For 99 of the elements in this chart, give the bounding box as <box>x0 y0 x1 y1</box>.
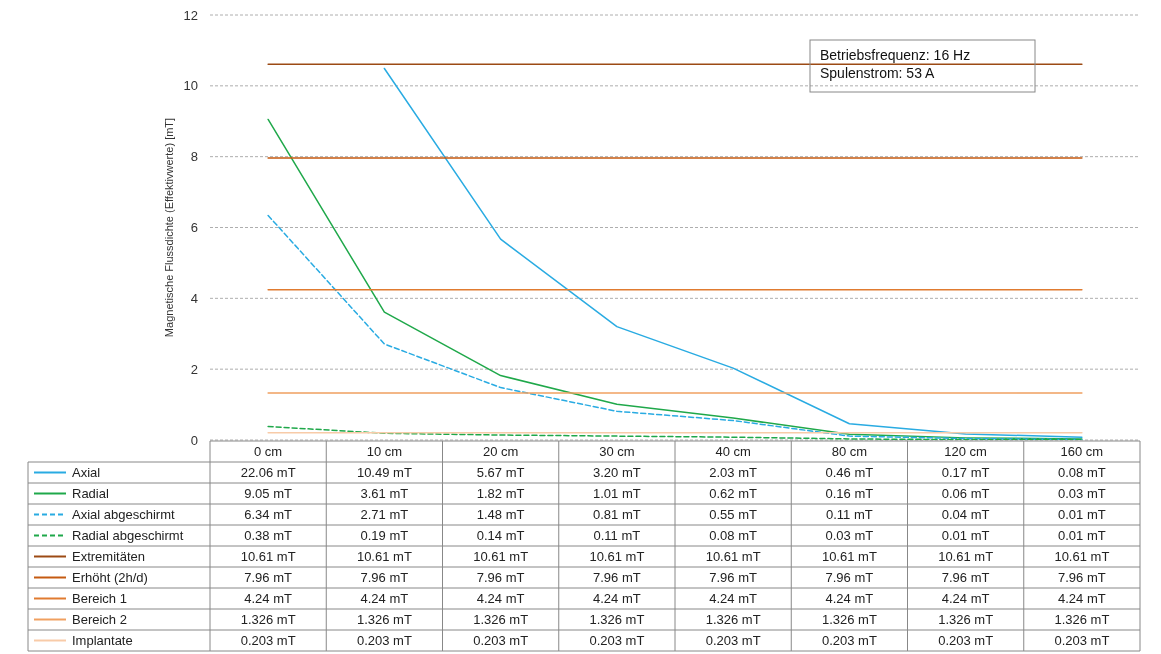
data-label: 0.38 mT <box>244 528 293 544</box>
legend-label: Extremitäten <box>72 549 145 565</box>
data-label: 0.203 mT <box>705 633 761 649</box>
legend-label: Bereich 2 <box>72 612 127 628</box>
data-label: 10.61 mT <box>473 549 529 565</box>
x-tick-label: 80 cm <box>831 444 868 460</box>
x-tick-label: 10 cm <box>366 444 403 460</box>
data-label: 4.24 mT <box>709 591 758 607</box>
data-label: 10.61 mT <box>356 549 412 565</box>
data-label: 4.24 mT <box>476 591 525 607</box>
data-label: 2.03 mT <box>709 465 758 481</box>
data-label: 0.203 mT <box>589 633 645 649</box>
data-label: 3.61 mT <box>360 486 409 502</box>
data-label: 0.62 mT <box>709 486 758 502</box>
data-label: 4.24 mT <box>1058 591 1106 607</box>
legend-label: Axial abgeschirmt <box>72 507 175 523</box>
data-label: 1.48 mT <box>476 507 525 523</box>
data-label: 1.326 mT <box>589 612 645 628</box>
data-label: 5.67 mT <box>476 465 525 481</box>
data-label: 4.24 mT <box>593 591 641 607</box>
data-label: 1.326 mT <box>356 612 412 628</box>
legend-label: Erhöht (2h/d) <box>72 570 148 586</box>
data-label: 4.24 mT <box>825 591 874 607</box>
data-label: 1.326 mT <box>240 612 296 628</box>
text: 22.06 mT <box>240 465 296 481</box>
y-tick-label: 6 <box>190 220 198 236</box>
data-label: 7.96 mT <box>244 570 293 586</box>
data-label: 0.06 mT <box>941 486 990 502</box>
y-tick-label: 0 <box>190 432 198 448</box>
legend-label: Axial <box>72 465 101 481</box>
data-label: 0.08 mT <box>709 528 758 544</box>
data-label: 1.326 mT <box>705 612 761 628</box>
data-label: 0.203 mT <box>356 633 412 649</box>
data-label: 1.82 mT <box>476 486 525 502</box>
data-label: 0.14 mT <box>476 528 525 544</box>
data-label: 10.61 mT <box>821 549 877 565</box>
legend-label: Bereich 1 <box>72 591 127 607</box>
data-label: 0.01 mT <box>1058 528 1106 544</box>
data-label: 10.61 mT <box>705 549 761 565</box>
data-label: 7.96 mT <box>941 570 990 586</box>
data-label: 0.16 mT <box>825 486 874 502</box>
data-label: 4.24 mT <box>941 591 990 607</box>
data-label: 10.61 mT <box>240 549 296 565</box>
data-label: 0.203 mT <box>1054 633 1110 649</box>
legend-label: Implantate <box>72 633 133 649</box>
data-label: 7.96 mT <box>709 570 758 586</box>
data-label: 0.81 mT <box>593 507 641 523</box>
data-label: 0.01 mT <box>941 528 990 544</box>
data-label: 0.203 mT <box>821 633 877 649</box>
y-axis-title: Magnetische Flussdichte (Effektivwerte) [mT] <box>163 117 175 338</box>
data-label: 0.203 mT <box>473 633 529 649</box>
data-label: 0.01 mT <box>1058 507 1106 523</box>
data-label: 0.11 mT <box>826 507 873 523</box>
y-tick-label: 12 <box>183 7 198 23</box>
data-label: 1.326 mT <box>1054 612 1110 628</box>
data-label: 10.49 mT <box>356 465 412 481</box>
data-label: 0.11 mT <box>593 528 641 544</box>
data-label: 10.61 mT <box>589 549 645 565</box>
data-label: 0.17 mT <box>941 465 990 481</box>
x-tick-label: 0 cm <box>254 444 283 460</box>
x-tick-label: 120 cm <box>944 444 987 460</box>
data-label: 0.04 mT <box>941 507 990 523</box>
data-label: 0.03 mT <box>825 528 874 544</box>
data-label: 0.03 mT <box>1058 486 1106 502</box>
data-label: 4.24 mT <box>244 591 293 607</box>
data-label: 0.19 mT <box>360 528 409 544</box>
y-tick-label: 10 <box>183 78 198 94</box>
legend-label: Radial abgeschirmt <box>72 528 184 544</box>
data-label: 0.46 mT <box>825 465 874 481</box>
annotation: Spulenstrom: 53 A <box>820 65 936 81</box>
data-label: 1.01 mT <box>593 486 641 502</box>
data-label: 7.96 mT <box>825 570 874 586</box>
data-label: 7.96 mT <box>360 570 409 586</box>
x-tick-label: 40 cm <box>715 444 751 460</box>
x-tick-label: 160 cm <box>1060 444 1104 460</box>
data-label: 9.05 mT <box>244 486 293 502</box>
data-label: 0.203 mT <box>938 633 994 649</box>
data-label: 2.71 mT <box>360 507 409 523</box>
annotation: Betriebsfrequenz: 16 Hz <box>820 47 971 63</box>
data-label: 0.08 mT <box>1058 465 1106 481</box>
data-label: 10.61 mT <box>938 549 994 565</box>
data-label: 7.96 mT <box>593 570 641 586</box>
x-tick-label: 20 cm <box>482 444 519 460</box>
data-label: 6.34 mT <box>244 507 293 523</box>
data-label: 1.326 mT <box>473 612 529 628</box>
y-tick-label: 4 <box>190 290 198 306</box>
data-label: 1.326 mT <box>938 612 994 628</box>
legend-label: Radial <box>72 486 109 502</box>
data-label: 1.326 mT <box>821 612 877 628</box>
data-label: 0.55 mT <box>709 507 758 523</box>
data-label: 7.96 mT <box>1058 570 1106 586</box>
y-tick-label: 2 <box>190 361 198 377</box>
data-label: 0.203 mT <box>240 633 296 649</box>
data-label: 4.24 mT <box>360 591 409 607</box>
data-label: 3.20 mT <box>593 465 641 481</box>
x-tick-label: 30 cm <box>599 444 635 460</box>
data-label: 7.96 mT <box>476 570 525 586</box>
y-tick-label: 8 <box>190 149 198 165</box>
data-label: 10.61 mT <box>1054 549 1110 565</box>
